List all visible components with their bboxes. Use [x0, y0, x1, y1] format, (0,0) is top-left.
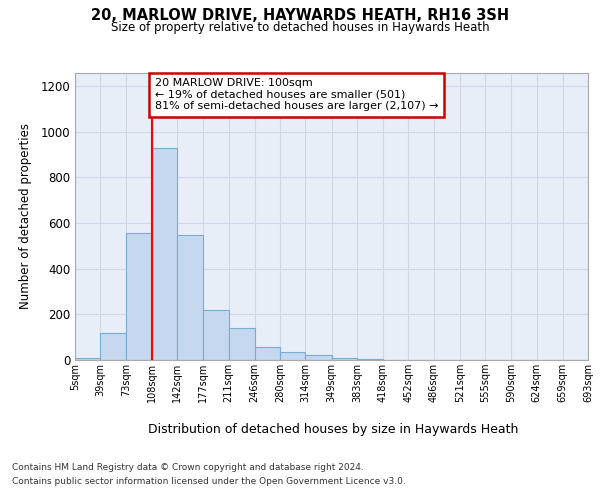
Bar — [280, 352, 305, 360]
Text: 20 MARLOW DRIVE: 100sqm
← 19% of detached houses are smaller (501)
81% of semi-d: 20 MARLOW DRIVE: 100sqm ← 19% of detache… — [155, 78, 438, 112]
Bar — [177, 235, 203, 360]
Text: Size of property relative to detached houses in Haywards Heath: Size of property relative to detached ho… — [110, 21, 490, 34]
Bar — [203, 310, 229, 360]
Text: Contains HM Land Registry data © Crown copyright and database right 2024.: Contains HM Land Registry data © Crown c… — [12, 462, 364, 471]
Bar — [229, 328, 254, 360]
Bar — [152, 148, 177, 360]
Bar — [331, 358, 357, 360]
Text: Distribution of detached houses by size in Haywards Heath: Distribution of detached houses by size … — [148, 422, 518, 436]
Text: Contains public sector information licensed under the Open Government Licence v3: Contains public sector information licen… — [12, 478, 406, 486]
Bar — [254, 348, 280, 360]
Y-axis label: Number of detached properties: Number of detached properties — [19, 123, 32, 309]
Bar — [100, 332, 126, 360]
Bar — [126, 234, 152, 360]
Bar — [357, 359, 383, 360]
Bar — [305, 355, 331, 360]
Text: 20, MARLOW DRIVE, HAYWARDS HEATH, RH16 3SH: 20, MARLOW DRIVE, HAYWARDS HEATH, RH16 3… — [91, 8, 509, 22]
Bar — [75, 358, 100, 360]
